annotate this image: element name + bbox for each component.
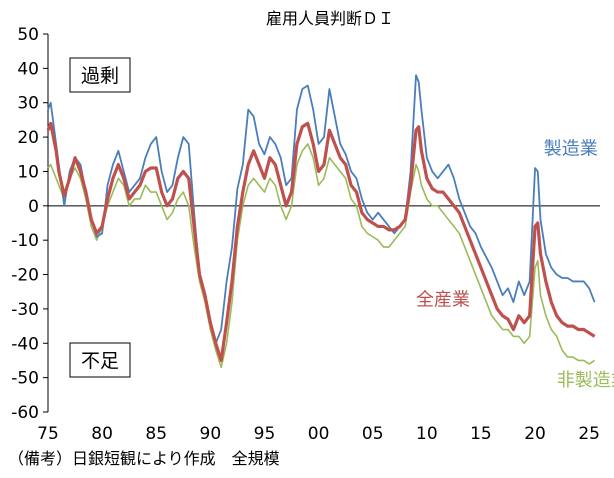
series-label-3: 非製造業 [557, 370, 614, 391]
series-label-1: 製造業 [544, 138, 598, 159]
x-tick-label: 75 [37, 424, 59, 444]
x-tick-label: 05 [362, 424, 384, 444]
y-tick-label: -60 [11, 403, 39, 423]
annotation-box [69, 57, 131, 93]
y-tick-label: -20 [11, 266, 39, 286]
chart-title: 雇用人員判断ＤＩ [266, 9, 394, 28]
y-tick-label: 20 [17, 128, 39, 148]
y-tick-label: -10 [11, 231, 39, 251]
annotation-text-1: 過剰 [81, 65, 119, 87]
y-tick-label: -30 [11, 300, 39, 320]
y-tick-label: 50 [17, 25, 39, 45]
x-tick-label: 80 [91, 424, 113, 444]
x-tick-label: 00 [308, 424, 330, 444]
y-tick-label: -40 [11, 334, 39, 354]
x-tick-label: 85 [145, 424, 167, 444]
series-line-1 [47, 74, 596, 345]
x-tick-label: 10 [416, 424, 438, 444]
x-tick-label: 95 [254, 424, 276, 444]
series-line-3 [47, 143, 596, 369]
series-labels: 製造業全産業非製造業 [416, 138, 614, 391]
chart-axes: -60 -50 -40 -30 -20 -10 0 10 20 30 40 50 75 80 85 90 95 0… [11, 25, 600, 444]
annotation-text-2: 不足 [81, 350, 119, 372]
series-label-2: 全産業 [416, 289, 470, 310]
y-tick-label: 40 [17, 59, 39, 79]
x-tick-label: 20 [524, 424, 546, 444]
y-tick-label: 30 [17, 94, 39, 114]
chart-series [46, 74, 596, 369]
y-tick-label: -50 [11, 369, 39, 389]
x-tick-label: 90 [200, 424, 222, 444]
x-tick-label: 15 [470, 424, 492, 444]
y-tick-label: 10 [17, 162, 39, 182]
y-tick-label: 0 [28, 197, 39, 217]
chart-note: （備考）日銀短観により作成 全規模 [8, 449, 280, 468]
series-line-2 [46, 121, 596, 363]
x-tick-label: 25 [578, 424, 600, 444]
annotation-box [69, 342, 131, 378]
